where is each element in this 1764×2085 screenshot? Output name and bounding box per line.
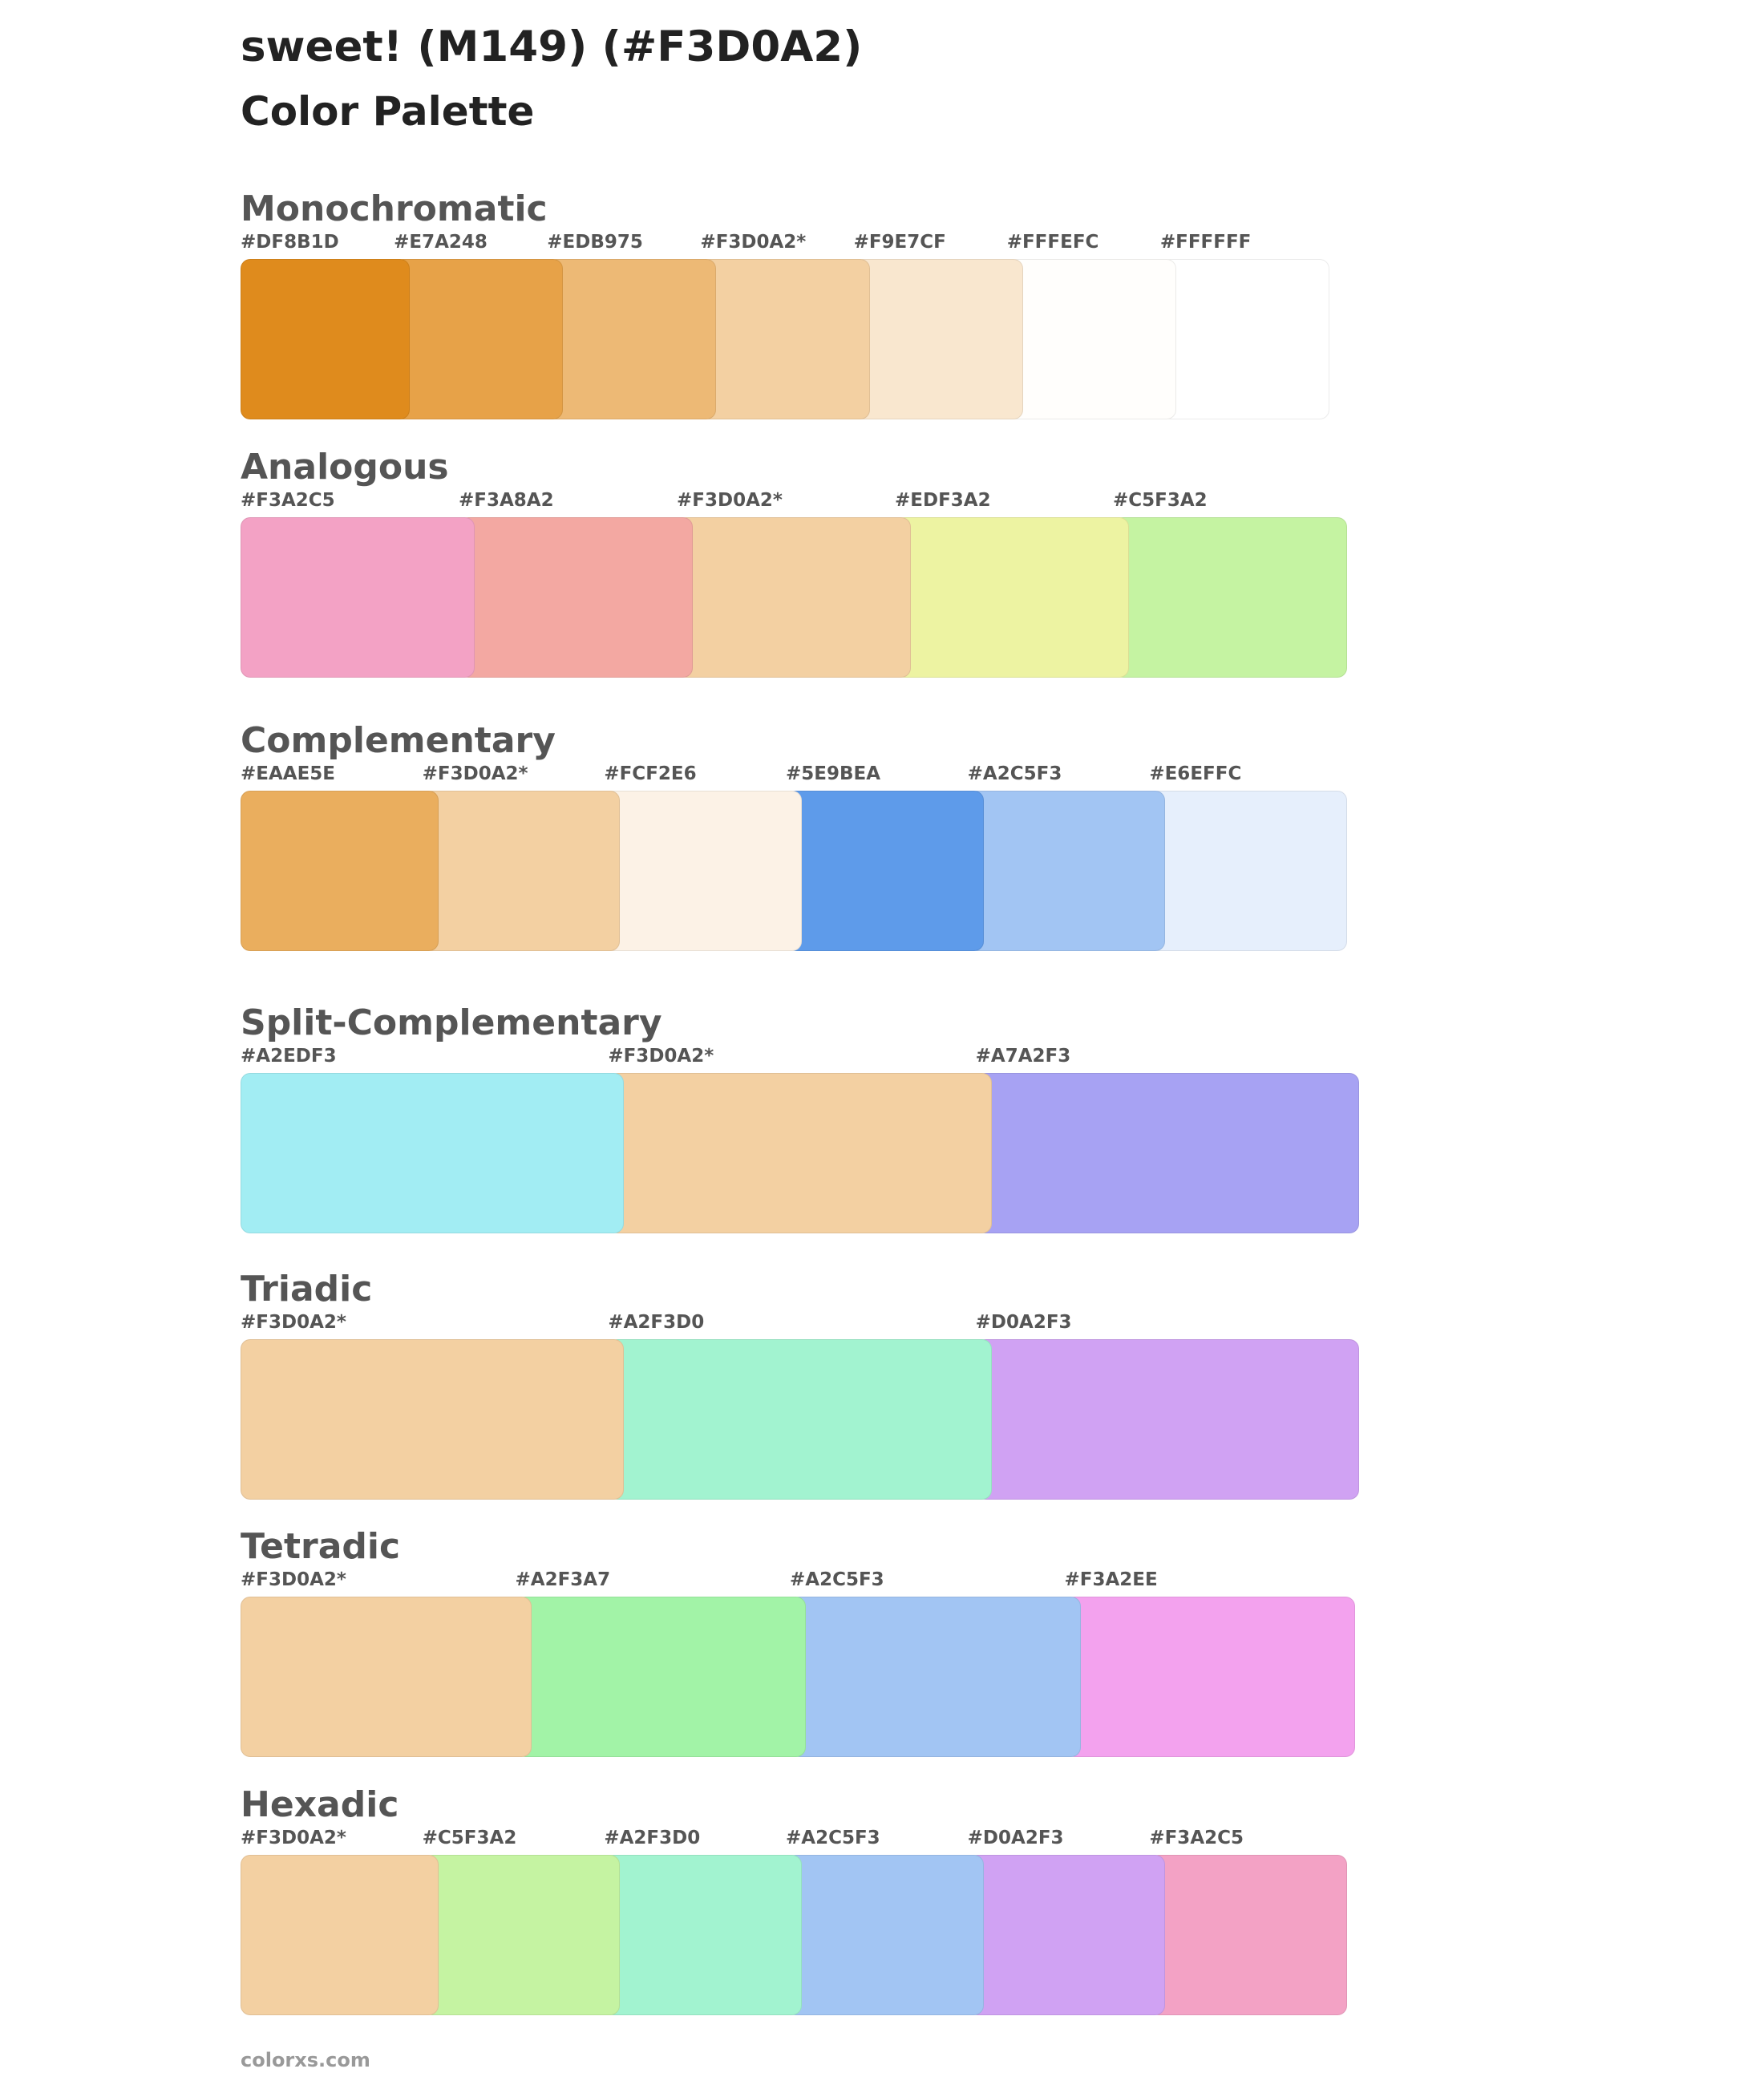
- swatch-hex-label: #A2F3A7: [515, 1569, 611, 1590]
- section-heading: Tetradic: [241, 1526, 401, 1567]
- color-swatch[interactable]: [515, 1597, 806, 1757]
- swatch-labels: #EAAE5E #F3D0A2* #FCF2E6 #5E9BEA #A2C5F3 #E6E…: [241, 763, 1347, 789]
- swatch-hex-label: #FCF2E6: [604, 763, 697, 784]
- swatch-row: [241, 259, 1329, 419]
- swatch-hex-label: #C5F3A2: [1113, 490, 1208, 511]
- swatch-hex-label: #FFFEFC: [1006, 232, 1099, 253]
- section-heading: Monochromatic: [241, 188, 548, 229]
- color-swatch[interactable]: [967, 791, 1166, 951]
- swatch-hex-label: #F3A2C5: [241, 490, 335, 511]
- swatch-hex-label: #A2C5F3: [967, 763, 1062, 784]
- color-swatch[interactable]: [241, 1597, 532, 1757]
- section-heading: Analogous: [241, 447, 449, 488]
- swatch-hex-label: #F3D0A2*: [422, 763, 528, 784]
- swatch-hex-label: #F3D0A2*: [677, 490, 783, 511]
- color-swatch[interactable]: [394, 259, 564, 419]
- color-swatch[interactable]: [677, 517, 911, 678]
- color-swatch[interactable]: [790, 1597, 1081, 1757]
- swatch-hex-label: #D0A2F3: [975, 1312, 1072, 1333]
- swatch-hex-label: #F3A2C5: [1149, 1828, 1244, 1848]
- swatch-hex-label: #A2EDF3: [241, 1046, 337, 1067]
- section-heading: Complementary: [241, 720, 556, 761]
- swatch-hex-label: #E7A248: [394, 232, 488, 253]
- swatch-hex-label: #F9E7CF: [853, 232, 946, 253]
- color-swatch[interactable]: [1006, 259, 1176, 419]
- swatch-hex-label: #A2F3D0: [608, 1312, 705, 1333]
- swatch-hex-label: #A2C5F3: [786, 1828, 880, 1848]
- swatch-hex-label: #EDF3A2: [895, 490, 991, 511]
- color-swatch[interactable]: [459, 517, 693, 678]
- swatch-labels: #F3D0A2* #C5F3A2 #A2F3D0 #A2C5F3 #D0A2F3 #F3A…: [241, 1828, 1347, 1853]
- palette-section-split-complementary: Split-Complementary #A2EDF3 #F3D0A2* #A7A2F…: [241, 1002, 1359, 1233]
- page-title: sweet! (M149) (#F3D0A2): [241, 22, 863, 71]
- swatch-hex-label: #EAAE5E: [241, 763, 336, 784]
- color-swatch[interactable]: [975, 1339, 1359, 1500]
- color-swatch[interactable]: [608, 1339, 992, 1500]
- section-heading: Triadic: [241, 1269, 373, 1310]
- swatch-hex-label: #5E9BEA: [786, 763, 881, 784]
- color-swatch[interactable]: [422, 1855, 621, 2015]
- color-swatch[interactable]: [786, 791, 984, 951]
- swatch-row: [241, 1339, 1359, 1500]
- swatch-labels: #F3D0A2* #A2F3D0 #D0A2F3: [241, 1312, 1359, 1338]
- color-swatch[interactable]: [604, 1855, 802, 2015]
- palette-section-complementary: Complementary #EAAE5E #F3D0A2* #FCF2E6 #5E9B…: [241, 720, 1347, 951]
- swatch-hex-label: #F3D0A2*: [700, 232, 807, 253]
- color-swatch[interactable]: [604, 791, 802, 951]
- swatch-row: [241, 1597, 1355, 1757]
- swatch-hex-label: #A7A2F3: [975, 1046, 1071, 1067]
- color-swatch[interactable]: [422, 791, 621, 951]
- swatch-hex-label: #F3D0A2*: [608, 1046, 714, 1067]
- page-subtitle: Color Palette: [241, 88, 535, 135]
- color-swatch[interactable]: [241, 1073, 625, 1233]
- swatch-hex-label: #D0A2F3: [967, 1828, 1064, 1848]
- palette-section-hexadic: Hexadic #F3D0A2* #C5F3A2 #A2F3D0 #A2C5F3 #D0A…: [241, 1784, 1347, 2015]
- color-swatch[interactable]: [241, 1339, 625, 1500]
- color-swatch[interactable]: [700, 259, 870, 419]
- color-swatch[interactable]: [608, 1073, 992, 1233]
- swatch-hex-label: #F3D0A2*: [241, 1312, 346, 1333]
- section-heading: Hexadic: [241, 1784, 399, 1825]
- color-swatch[interactable]: [241, 1855, 439, 2015]
- color-swatch[interactable]: [241, 791, 439, 951]
- color-swatch[interactable]: [786, 1855, 984, 2015]
- color-swatch[interactable]: [547, 259, 717, 419]
- swatch-hex-label: #F3A8A2: [459, 490, 554, 511]
- swatch-labels: #F3A2C5 #F3A8A2 #F3D0A2* #EDF3A2 #C5F3A2: [241, 490, 1347, 516]
- color-swatch[interactable]: [895, 517, 1129, 678]
- swatch-hex-label: #A2C5F3: [790, 1569, 884, 1590]
- swatch-hex-label: #E6EFFC: [1149, 763, 1242, 784]
- swatch-hex-label: #C5F3A2: [422, 1828, 517, 1848]
- swatch-labels: #DF8B1D #E7A248 #EDB975 #F3D0A2* #F9E7CF #FFF…: [241, 232, 1329, 257]
- color-swatch[interactable]: [241, 259, 411, 419]
- palette-section-tetradic: Tetradic #F3D0A2* #A2F3A7 #A2C5F3 #F3A2EE: [241, 1526, 1355, 1757]
- footer-site-name: colorxs.com: [241, 2049, 370, 2071]
- color-swatch[interactable]: [1113, 517, 1347, 678]
- swatch-row: [241, 1855, 1347, 2015]
- swatch-hex-label: #F3D0A2*: [241, 1569, 346, 1590]
- swatch-hex-label: #F3D0A2*: [241, 1828, 346, 1848]
- swatch-labels: #A2EDF3 #F3D0A2* #A7A2F3: [241, 1046, 1359, 1071]
- palette-section-analogous: Analogous #F3A2C5 #F3A8A2 #F3D0A2* #EDF3A2 #C…: [241, 447, 1347, 678]
- section-heading: Split-Complementary: [241, 1002, 662, 1043]
- color-swatch[interactable]: [1149, 791, 1347, 951]
- color-swatch[interactable]: [1159, 259, 1329, 419]
- color-swatch[interactable]: [967, 1855, 1166, 2015]
- swatch-hex-label: #F3A2EE: [1064, 1569, 1158, 1590]
- swatch-hex-label: #EDB975: [547, 232, 643, 253]
- swatch-hex-label: #FFFFFF: [1159, 232, 1252, 253]
- color-swatch[interactable]: [241, 517, 475, 678]
- swatch-hex-label: #A2F3D0: [604, 1828, 701, 1848]
- color-swatch[interactable]: [975, 1073, 1359, 1233]
- swatch-labels: #F3D0A2* #A2F3A7 #A2C5F3 #F3A2EE: [241, 1569, 1355, 1595]
- palette-section-monochromatic: Monochromatic #DF8B1D #E7A248 #EDB975 #F3D0A…: [241, 188, 1329, 419]
- color-swatch[interactable]: [853, 259, 1023, 419]
- swatch-row: [241, 517, 1347, 678]
- color-swatch[interactable]: [1149, 1855, 1347, 2015]
- swatch-hex-label: #DF8B1D: [241, 232, 339, 253]
- swatch-row: [241, 1073, 1359, 1233]
- swatch-row: [241, 791, 1347, 951]
- palette-section-triadic: Triadic #F3D0A2* #A2F3D0 #D0A2F3: [241, 1269, 1359, 1500]
- color-swatch[interactable]: [1064, 1597, 1355, 1757]
